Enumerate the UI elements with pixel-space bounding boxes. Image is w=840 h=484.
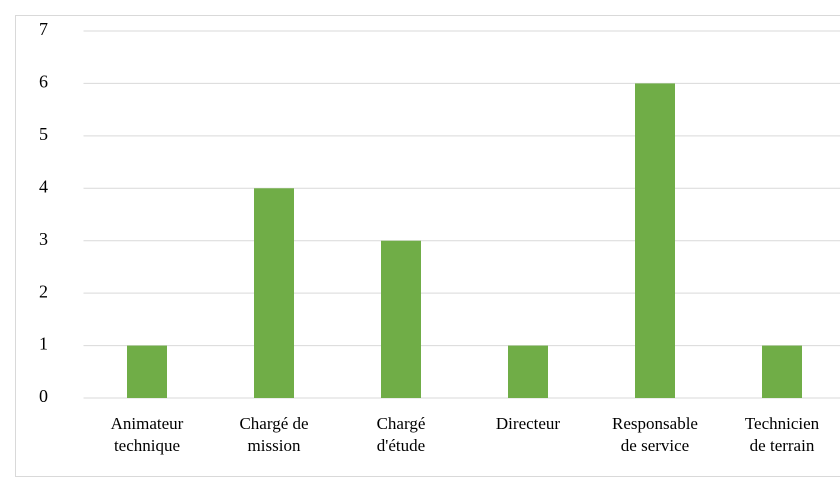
bar bbox=[508, 345, 548, 398]
x-tick-label: Chargé d'étude bbox=[376, 414, 426, 455]
bar bbox=[762, 345, 802, 398]
x-tick-label: Chargé de mission bbox=[239, 414, 309, 455]
bar bbox=[254, 188, 294, 398]
y-tick-label: 4 bbox=[39, 176, 48, 196]
x-tick-label: Directeur bbox=[495, 414, 561, 433]
x-tick-label: Responsable de service bbox=[612, 414, 698, 455]
bar bbox=[635, 83, 675, 398]
y-tick-label: 0 bbox=[39, 386, 48, 406]
bar bbox=[127, 345, 167, 398]
bar bbox=[381, 240, 421, 398]
x-tick-label: Technicien de terrain bbox=[744, 414, 820, 455]
chart-border bbox=[15, 15, 840, 477]
y-tick-label: 1 bbox=[39, 334, 48, 354]
y-tick-label: 7 bbox=[39, 19, 48, 39]
x-tick-label: Animateur technique bbox=[110, 414, 184, 455]
y-tick-label: 3 bbox=[39, 229, 48, 249]
y-tick-label: 5 bbox=[39, 124, 48, 144]
y-tick-label: 2 bbox=[39, 281, 48, 301]
y-tick-label: 6 bbox=[39, 72, 48, 92]
